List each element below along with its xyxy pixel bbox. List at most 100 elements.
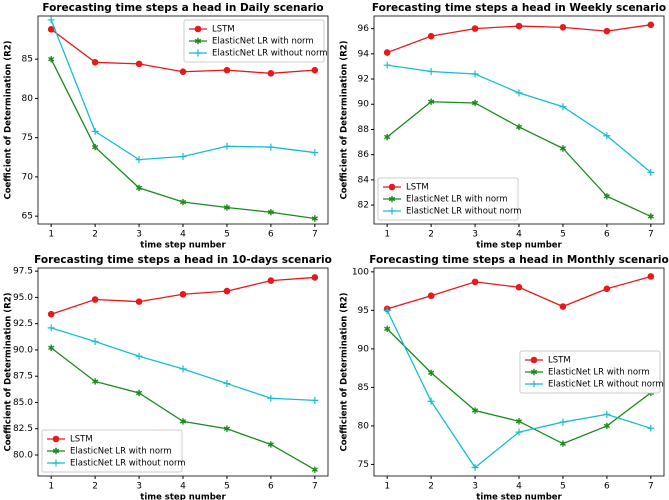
x-tick-label: 3 [136,482,142,492]
y-tick-label: 100 [352,267,369,277]
marker [427,369,435,376]
marker [91,59,99,66]
x-tick-label: 5 [224,482,230,492]
chart-title: Forecasting time steps a head in Daily s… [42,2,323,14]
marker [515,428,523,436]
x-tick-label: 6 [604,482,610,492]
marker [383,49,391,56]
legend-label: ElasticNet LR with norm [406,195,508,205]
marker [179,290,187,298]
marker [603,422,610,430]
marker [223,66,231,74]
y-tick-label: 65 [22,212,33,222]
x-tick-label: 4 [180,482,186,492]
x-tick-label: 3 [472,230,478,240]
marker [267,209,275,216]
x-tick-label: 4 [516,482,522,492]
legend-label: ElasticNet LR with norm [212,37,314,47]
marker [427,397,435,405]
y-tick-label: 82.5 [13,424,33,434]
marker [311,396,319,404]
marker [383,61,391,69]
legend-label: ElasticNet LR without norm [548,380,664,390]
series-line [50,327,315,402]
marker [311,66,319,74]
marker [647,21,655,29]
y-tick-label: 90 [358,344,370,354]
legend-marker [388,195,396,203]
y-axis-label: Coefficient of Determination (R2) [4,292,14,451]
x-tick-label: 4 [180,230,186,240]
x-tick-label: 1 [384,230,390,240]
marker [47,26,55,33]
x-tick-label: 2 [428,482,434,492]
marker [223,142,231,150]
y-tick-label: 80 [22,94,34,104]
x-axis-label: time step number [140,493,226,500]
marker [559,24,567,31]
legend-marker [194,37,202,45]
y-axis-label: Coefficient of Determination (R2) [340,292,350,451]
x-tick-label: 5 [560,230,566,240]
marker [47,324,55,332]
marker [559,103,567,111]
marker [179,365,187,373]
marker [267,69,275,77]
x-tick-label: 1 [48,482,54,492]
legend-marker [52,435,60,443]
x-tick-label: 6 [268,482,274,492]
marker [179,152,187,160]
y-tick-label: 95 [358,306,369,316]
marker [515,89,523,97]
marker [384,133,391,141]
marker [427,292,435,300]
marker [559,303,567,310]
marker [179,68,187,76]
x-tick-label: 7 [312,482,318,492]
marker [267,277,275,284]
marker [471,278,479,286]
x-tick-label: 1 [384,482,390,492]
chart-title: Forecasting time steps a head in Monthly… [369,254,668,266]
series-line [387,64,652,173]
y-tick-label: 75 [358,460,369,470]
marker [603,410,611,418]
x-tick-label: 3 [136,230,142,240]
x-tick-label: 7 [648,482,654,492]
marker [471,99,479,107]
marker [47,310,55,318]
legend-box [41,429,183,473]
marker [383,306,391,314]
x-tick-label: 5 [560,482,566,492]
y-tick-label: 94 [358,49,370,59]
y-tick-label: 88 [358,125,370,135]
y-tick-label: 70 [22,172,34,182]
marker [47,16,55,24]
legend-marker [52,459,60,467]
marker [135,184,143,192]
y-tick-label: 90.0 [13,345,33,355]
marker [311,215,318,222]
legend-marker [388,207,396,215]
legend-label: ElasticNet LR with norm [70,447,172,457]
marker [311,149,319,157]
marker [91,338,99,346]
y-tick-label: 85 [22,55,33,65]
marker [267,394,275,402]
x-tick-label: 6 [604,230,610,240]
marker [427,32,435,40]
marker [91,143,99,151]
marker [647,168,655,176]
series-line [386,275,651,310]
marker [647,424,655,432]
marker [48,344,55,352]
chart-title: Forecasting time steps a head in 10-days… [34,254,332,266]
marker [179,418,187,425]
x-tick-label: 6 [268,230,274,240]
y-tick-label: 86 [358,150,370,160]
legend-marker [530,368,538,376]
x-tick-label: 2 [92,482,98,492]
y-tick-label: 80 [358,421,370,431]
marker [267,441,275,448]
